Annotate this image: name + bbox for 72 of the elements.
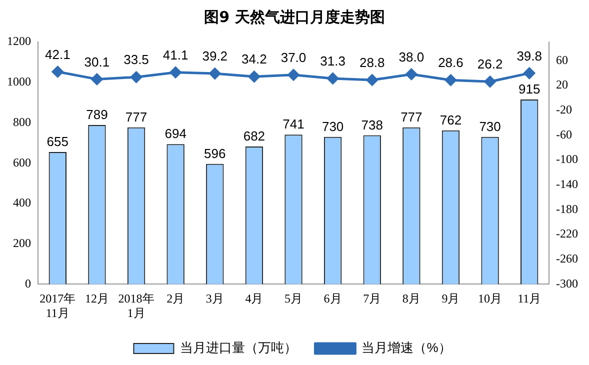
x-tick-label: 2月	[166, 292, 185, 306]
data-label: 730	[479, 118, 501, 134]
data-label: 777	[400, 109, 422, 124]
y-tick-label: 200	[13, 236, 31, 250]
data-label: 741	[282, 116, 304, 132]
data-label: 915	[518, 82, 540, 97]
data-label: 762	[440, 112, 462, 128]
y-tick-label: 1000	[7, 74, 31, 89]
y2-tick-label: -180	[556, 202, 578, 216]
point	[52, 66, 64, 78]
data-label: 30.1	[84, 54, 110, 70]
point	[288, 69, 300, 81]
data-label: 28.6	[438, 55, 464, 70]
y-tick-label: 400	[13, 196, 31, 210]
x-tick-label: 8月	[402, 292, 420, 306]
y2-tick-label: -20	[556, 102, 572, 116]
data-label: 38.0	[398, 49, 424, 64]
legend-label: 当月进口量（万吨）	[180, 340, 298, 356]
data-label: 789	[86, 107, 108, 122]
point	[248, 70, 260, 82]
data-label: 39.2	[202, 48, 228, 64]
data-label: 31.3	[320, 54, 346, 69]
point	[444, 74, 456, 86]
x-tick-label: 6月	[324, 292, 342, 306]
data-label: 37.0	[280, 50, 306, 65]
y2-tick-label: -220	[556, 226, 578, 241]
x-tick-label: 3月	[206, 292, 224, 306]
x-tick-label: 5月	[284, 292, 302, 306]
data-label: 34.2	[242, 52, 267, 67]
chart-title: 图9 天然气进口月度走势图	[203, 7, 386, 28]
data-label: 42.1	[45, 46, 70, 62]
y-tick-label: 800	[13, 114, 31, 129]
data-label: 28.8	[359, 55, 385, 70]
x-tick-label: 2018年 1月	[118, 292, 154, 320]
point	[406, 68, 418, 80]
x-tick-label: 7月	[363, 292, 382, 306]
data-label: 682	[243, 128, 266, 144]
x-tick-label: 4月	[245, 292, 264, 306]
point	[130, 71, 142, 83]
point	[524, 67, 536, 79]
y-tick-label: 0	[25, 276, 31, 290]
data-label: 655	[46, 134, 69, 150]
y-tick-label: 600	[13, 155, 31, 170]
y2-tick-label: -300	[556, 276, 578, 290]
point	[170, 66, 182, 78]
x-tick-label: 11月	[518, 292, 542, 306]
point	[209, 68, 221, 80]
data-label: 596	[204, 146, 226, 161]
point	[484, 76, 496, 88]
data-label: 39.8	[516, 48, 542, 64]
y2-tick-label: -140	[556, 176, 578, 191]
point	[91, 73, 103, 85]
data-label: 33.5	[124, 52, 149, 68]
y2-tick-label: -60	[556, 127, 572, 142]
x-tick-label: 2017年 11月	[40, 292, 76, 320]
data-label: 777	[125, 109, 148, 124]
x-tick-label: 10月	[478, 292, 502, 306]
data-label: 26.2	[477, 56, 503, 72]
y2-tick-label: -260	[556, 252, 578, 266]
data-label: 738	[361, 117, 383, 132]
point	[366, 74, 378, 86]
x-tick-label: 9月	[442, 292, 460, 306]
y2-tick-label: 60	[556, 52, 568, 67]
x-tick-label: 12月	[84, 292, 109, 306]
data-label: 730	[322, 118, 344, 134]
legend-label: 当月增速（%）	[362, 340, 452, 356]
y-tick-label: 1200	[7, 34, 31, 48]
point	[327, 72, 339, 84]
y2-tick-label: 20	[556, 78, 568, 92]
y2-tick-label: -100	[556, 152, 578, 166]
data-label: 694	[164, 126, 186, 142]
data-label: 41.1	[162, 47, 188, 62]
